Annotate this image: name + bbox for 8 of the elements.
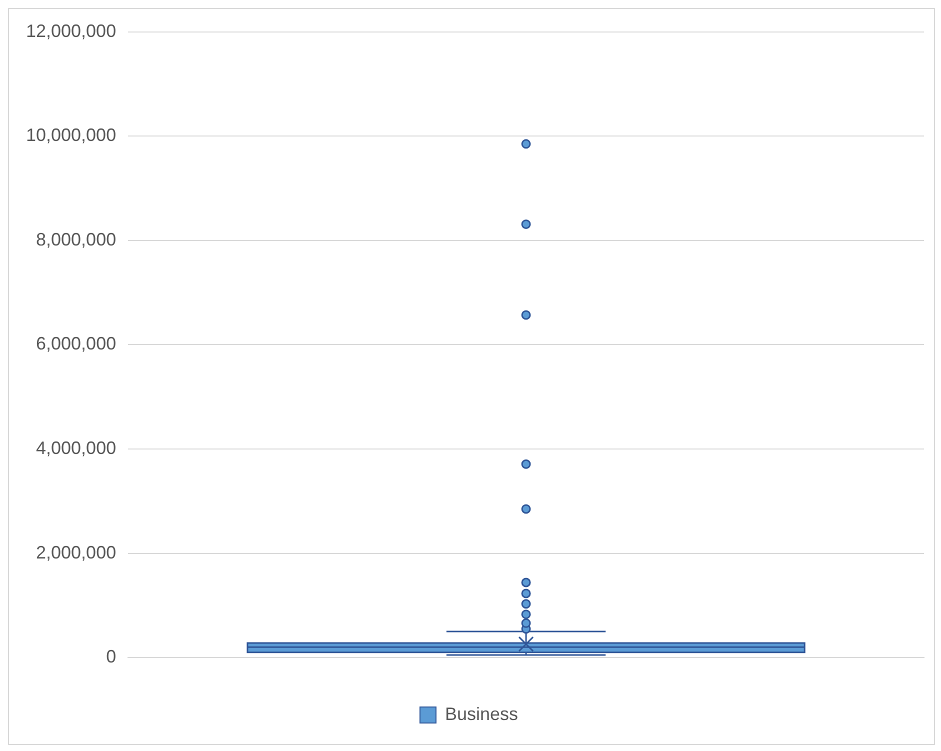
y-tick-label: 0 — [106, 646, 116, 667]
y-tick-label: 12,000,000 — [26, 20, 116, 41]
y-tick-label: 8,000,000 — [36, 229, 116, 250]
y-tick-label: 4,000,000 — [36, 438, 116, 458]
legend-label: Business — [444, 704, 518, 724]
y-tick-label: 6,000,000 — [36, 334, 116, 354]
y-tick-label: 2,000,000 — [36, 542, 116, 562]
y-tick-label: 10,000,000 — [26, 125, 116, 146]
